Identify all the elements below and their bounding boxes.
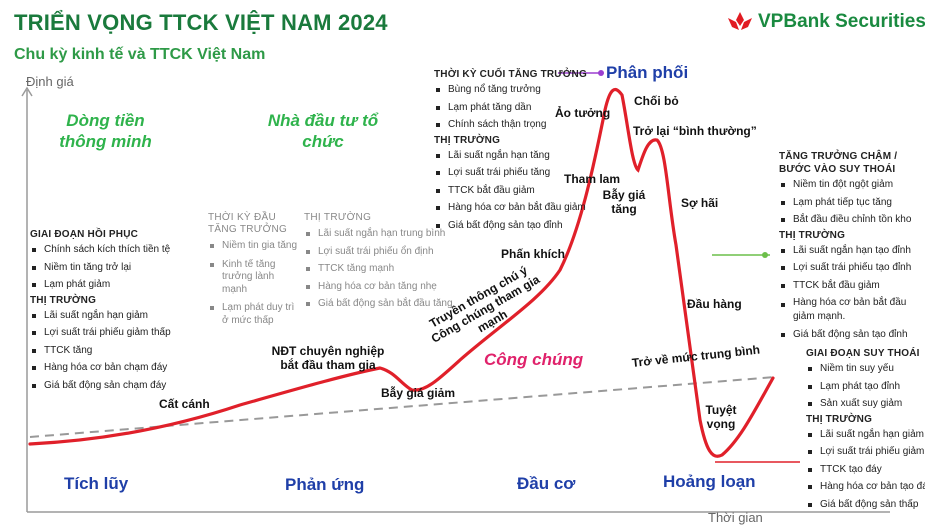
list-item: Hàng hóa cơ bản bắt đầu giảm (434, 199, 594, 217)
y-axis-label: Định giá (26, 74, 74, 89)
recovery-heading: GIAI ĐOẠN HỒI PHỤC (30, 229, 139, 240)
bull-trap-label: Bẫy giá tăng (602, 188, 646, 216)
recession-market-list: Lãi suất ngắn hạn giảm Lợi suất trái phi… (806, 426, 925, 514)
list-item: TTCK bắt đầu giảm (434, 182, 594, 200)
peak-connector-dot (598, 70, 604, 76)
recession-panel: GIAI ĐOẠN SUY THOÁI Niềm tin suy yếu Lạm… (806, 347, 925, 514)
list-item: Lãi suất ngắn hạn giảm (806, 426, 924, 444)
list-item: Lạm phát tăng dần (434, 99, 594, 117)
late-growth-market-heading: THỊ TRƯỜNG (434, 134, 501, 146)
list-item: Bùng nổ tăng trưởng (434, 81, 594, 99)
recovery-market-list: Lãi suất ngắn hạn giảm Lợi suất trái phi… (30, 307, 210, 395)
page-subtitle: Chu kỳ kinh tế và TTCK Việt Nam (14, 46, 266, 63)
list-item: TTCK tạo đáy (806, 461, 924, 479)
list-item: Kinh tế tăng trưởng lành mạnh (208, 259, 298, 297)
slowdown-heading: TĂNG TRƯỞNG CHẬM / BƯỚC VÀO SUY THOÁI (779, 151, 898, 175)
list-item: Hàng hóa cơ bản chạm đáy (30, 359, 210, 377)
list-item: Lợi suất trái phiếu tạo đỉnh (779, 259, 919, 277)
list-item: Lãi suất ngắn hạn giảm (30, 307, 210, 325)
list-item: TTCK tăng (30, 342, 210, 360)
slowdown-stage-list: Niềm tin đột ngột giảm Lạm phát tiếp tục… (779, 176, 919, 229)
list-item: Niềm tin suy yếu (806, 360, 924, 378)
list-item: Lãi suất ngắn hạn tăng (434, 147, 594, 165)
list-item: Lãi suất ngắn hạn tạo đỉnh (779, 242, 919, 260)
slowdown-panel: TĂNG TRƯỞNG CHẬM / BƯỚC VÀO SUY THOÁI Ni… (779, 150, 919, 344)
list-item: Lợi suất trái phiếu giảm thấp (30, 324, 210, 342)
y-axis-arrow-icon (21, 86, 33, 97)
vpbank-logo: VPBank Securities (726, 10, 925, 34)
market-cycle-curve (28, 87, 775, 458)
recession-stage-list: Niềm tin suy yếu Lạm phát tạo đỉnh Sản x… (806, 360, 924, 413)
early-growth-stage-list: Niềm tin gia tăng Kinh tế tăng trưởng là… (208, 240, 298, 327)
return-normal-label: Trở lại “bình thường” (633, 124, 757, 138)
list-item: Giá bất động sản bắt đầu tăng (304, 298, 464, 311)
recession-heading: GIAI ĐOẠN SUY THOÁI (806, 348, 920, 359)
recovery-market-heading: THỊ TRƯỜNG (30, 294, 97, 306)
early-growth-heading: THỜI KỲ ĐẦU TĂNG TRƯỞNG (208, 212, 288, 235)
list-item: TTCK tăng mạnh (304, 263, 464, 276)
late-growth-market-list: Lãi suất ngắn hạn tăng Lợi suất trái phi… (434, 147, 594, 235)
institutional-investors-label: Nhà đầu tư tổ chức (267, 111, 379, 151)
list-item: Lạm phát duy trì ở mức thấp (208, 302, 298, 327)
list-item: Lợi suất trái phiếu giảm (806, 443, 924, 461)
early-growth-stage-panel: THỜI KỲ ĐẦU TĂNG TRƯỞNG Niềm tin gia tăn… (208, 212, 298, 333)
denial-label: Chối bỏ (634, 94, 679, 108)
list-item: Niềm tin tăng trở lại (30, 259, 210, 277)
greed-label: Tham lam (564, 172, 621, 186)
early-growth-market-list: Lãi suất ngắn hạn trung bình Lợi suất tr… (304, 228, 464, 311)
fear-label: Sợ hãi (681, 196, 719, 210)
logo-text: VPBank Securities (758, 11, 925, 32)
list-item: Niềm tin gia tăng (208, 240, 298, 253)
phase-speculation: Đầu cơ (517, 474, 576, 493)
phase-reaction: Phản ứng (285, 475, 365, 494)
public-label: Công chúng (484, 350, 584, 369)
list-item: Giá bất động sản chạm đáy (30, 377, 210, 395)
list-item: Sản xuất suy giảm (806, 395, 924, 413)
slowdown-connector-dot (762, 252, 768, 258)
list-item: Chính sách thận trọng (434, 116, 594, 134)
late-growth-heading: THỜI KỲ CUỐI TĂNG TRƯỞNG (434, 69, 587, 80)
list-item: Chính sách kích thích tiền tệ (30, 241, 210, 259)
list-item: Lạm phát giảm (30, 276, 210, 294)
lotus-logo-icon (728, 12, 752, 30)
recovery-stage-list: Chính sách kích thích tiền tệ Niềm tin t… (30, 241, 210, 294)
list-item: Lợi suất trái phiếu tăng (434, 164, 594, 182)
phase-distribution: Phân phối (606, 63, 689, 82)
list-item: Hàng hóa cơ bản tạo đáy (806, 478, 925, 496)
list-item: Bắt đầu điều chỉnh tồn kho (779, 211, 919, 229)
euphoria-label: Phấn khích (501, 247, 566, 261)
list-item: Giá bất động sản thấp (806, 496, 924, 514)
recovery-stage-panel: GIAI ĐOẠN HỒI PHỤC Chính sách kích thích… (30, 228, 210, 394)
slowdown-market-list: Lãi suất ngắn hạn tạo đỉnh Lợi suất trái… (779, 242, 919, 344)
bear-trap-label: Bẫy giá giảm (381, 386, 456, 400)
takeoff-label: Cất cánh (159, 397, 210, 411)
pro-investors-label: NĐT chuyên nghiệp bắt đầu tham gia (271, 344, 385, 372)
list-item: Niềm tin đột ngột giảm (779, 176, 919, 194)
capitulation-label: Đầu hàng (687, 297, 742, 311)
list-item: Hàng hóa cơ bản bắt đầu giảm mạnh. (779, 296, 919, 324)
list-item: Lạm phát tạo đỉnh (806, 378, 924, 396)
list-item: Giá bất động sản tạo đỉnh (434, 217, 594, 235)
late-growth-panel: THỜI KỲ CUỐI TĂNG TRƯỞNG Bùng nổ tăng tr… (434, 68, 594, 234)
list-item: Hàng hóa cơ bản tăng nhẹ (304, 281, 464, 294)
x-axis-label: Thời gian (708, 510, 763, 525)
late-growth-stage-list: Bùng nổ tăng trưởng Lạm phát tăng dần Ch… (434, 81, 594, 134)
list-item: Lạm phát tiếp tục tăng (779, 194, 919, 212)
slowdown-market-heading: THỊ TRƯỜNG (779, 229, 846, 241)
smart-money-label: Dòng tiền thông minh (59, 111, 152, 151)
list-item: Lãi suất ngắn hạn trung bình (304, 228, 464, 241)
list-item: Giá bất động sản tạo đỉnh (779, 326, 919, 344)
illusion-label: Ảo tưởng (555, 106, 611, 120)
list-item: TTCK bắt đầu giảm (779, 277, 919, 295)
early-growth-market-heading: THỊ TRƯỜNG (304, 212, 372, 223)
early-growth-market-panel: THỊ TRƯỜNG Lãi suất ngắn hạn trung bình … (304, 212, 464, 316)
recession-market-heading: THỊ TRƯỜNG (806, 413, 873, 425)
phase-panic: Hoảng loạn (663, 472, 756, 491)
page-title: TRIỂN VỌNG TTCK VIỆT NAM 2024 (14, 10, 388, 35)
despair-label: Tuyệt vọng (705, 403, 737, 431)
list-item: Lợi suất trái phiếu ổn định (304, 246, 464, 259)
phase-accumulation: Tích lũy (64, 474, 129, 493)
